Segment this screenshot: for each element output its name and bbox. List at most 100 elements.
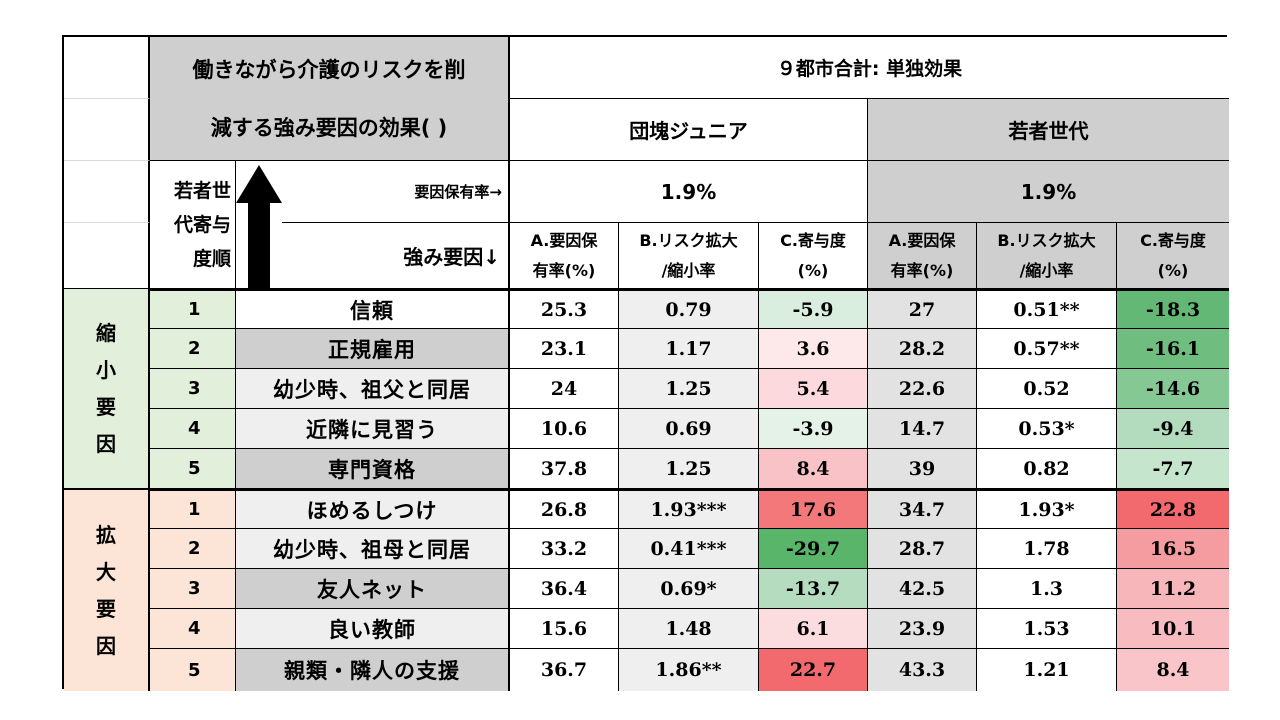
col-header-c-dankai: C.寄与度 (%) [759,223,868,289]
c-value-dankai: -13.7 [759,569,868,609]
results-table: 働きながら介護のリスクを削 減する強み要因の効果( ) ９都市合計: 単独効果 … [62,35,1229,691]
b-value-dankai: 1.25 [619,449,759,489]
group-label-expand: 拡 大 要 因 [64,489,150,691]
group-label-char: 大 [96,559,116,584]
title-line-2: 減する強み要因の効果( ) [210,115,448,140]
col-header-text: /縮小率 [1019,260,1074,280]
a-value-dankai: 25.3 [510,289,619,329]
col-header-text: C.寄与度 [1140,230,1206,250]
a-value-dankai: 26.8 [510,489,619,529]
c-value-dankai: -3.9 [759,409,868,449]
factor-cell: 正規雇用 [236,329,510,369]
arrow-cell: 要因保有率→ 強み要因↓ [236,161,510,289]
a-value-wakamono: 23.9 [868,609,977,649]
rate-wakamono: 1.9% [868,161,1229,223]
corner-cell [64,223,150,289]
b-value-dankai: 0.41*** [619,529,759,569]
b-value-wakamono: 1.3 [977,569,1117,609]
b-value-dankai: 1.25 [619,369,759,409]
a-value-dankai: 15.6 [510,609,619,649]
b-value-dankai: 1.17 [619,329,759,369]
rank-cell: 5 [150,649,236,691]
b-value-dankai: 0.69* [619,569,759,609]
b-value-wakamono: 0.82 [977,449,1117,489]
c-value-wakamono: -14.6 [1117,369,1229,409]
b-value-wakamono: 0.53* [977,409,1117,449]
c-value-wakamono: 8.4 [1117,649,1229,691]
a-value-wakamono: 14.7 [868,409,977,449]
factor-cell: 親類・隣人の支援 [236,649,510,691]
col-header-text: A.要因保 [530,230,598,250]
b-value-dankai: 1.48 [619,609,759,649]
c-value-dankai: -5.9 [759,289,868,329]
col-header-a-wakamono: A.要因保 有率(%) [868,223,977,289]
c-value-wakamono: 16.5 [1117,529,1229,569]
group-label-reduce: 縮 小 要 因 [64,289,150,489]
a-value-dankai: 36.4 [510,569,619,609]
rank-header: 若者世 代寄与 度順 [150,161,236,289]
group-label-char: 要 [96,596,116,621]
group-header-wakamono: 若者世代 [868,99,1229,161]
corner-cell [64,99,150,161]
a-value-wakamono: 43.3 [868,649,977,691]
c-value-wakamono: 10.1 [1117,609,1229,649]
group-label-char: 因 [96,633,116,658]
c-value-dankai: 8.4 [759,449,868,489]
factor-cell: 良い教師 [236,609,510,649]
rank-cell: 2 [150,529,236,569]
group-label-char: 拡 [96,522,116,547]
rank-cell: 3 [150,369,236,409]
up-arrow-shaft [248,201,270,288]
a-value-wakamono: 22.6 [868,369,977,409]
group-label-char: 縮 [96,320,116,345]
b-value-wakamono: 0.57** [977,329,1117,369]
factor-cell: 近隣に見習う [236,409,510,449]
col-header-text: (%) [797,260,829,280]
a-value-dankai: 37.8 [510,449,619,489]
rate-dankai: 1.9% [510,161,868,223]
rank-cell: 4 [150,609,236,649]
col-header-text: (%) [1157,260,1189,280]
rank-header-line: 度順 [192,247,231,270]
rank-cell: 3 [150,569,236,609]
b-value-wakamono: 0.52 [977,369,1117,409]
col-header-text: B.リスク拡大 [997,230,1096,250]
a-value-wakamono: 27 [868,289,977,329]
a-value-wakamono: 34.7 [868,489,977,529]
b-value-dankai: 0.69 [619,409,759,449]
corner-cell [64,161,150,223]
b-value-wakamono: 1.78 [977,529,1117,569]
c-value-wakamono: 22.8 [1117,489,1229,529]
c-value-dankai: 3.6 [759,329,868,369]
b-value-wakamono: 1.93* [977,489,1117,529]
col-header-b-wakamono: B.リスク拡大 /縮小率 [977,223,1117,289]
b-value-dankai: 1.86** [619,649,759,691]
rank-cell: 4 [150,409,236,449]
rank-header-line: 代寄与 [173,213,231,236]
col-header-text: B.リスク拡大 [639,230,738,250]
col-header-c-wakamono: C.寄与度 (%) [1117,223,1229,289]
factor-cell: 幼少時、祖母と同居 [236,529,510,569]
rate-label: 要因保有率→ [414,183,502,201]
c-value-wakamono: 11.2 [1117,569,1229,609]
c-value-dankai: -29.7 [759,529,868,569]
factor-cell: 信頼 [236,289,510,329]
c-value-wakamono: -7.7 [1117,449,1229,489]
factor-cell: 友人ネット [236,569,510,609]
a-value-dankai: 23.1 [510,329,619,369]
factor-cell: 幼少時、祖父と同居 [236,369,510,409]
col-header-a-dankai: A.要因保 有率(%) [510,223,619,289]
factor-cell: ほめるしつけ [236,489,510,529]
c-value-dankai: 17.6 [759,489,868,529]
group-label-char: 因 [96,431,116,456]
rank-header-line: 若者世 [173,179,231,202]
a-value-dankai: 33.2 [510,529,619,569]
col-header-b-dankai: B.リスク拡大 /縮小率 [619,223,759,289]
a-value-wakamono: 42.5 [868,569,977,609]
c-value-wakamono: -9.4 [1117,409,1229,449]
a-value-dankai: 36.7 [510,649,619,691]
col-header-text: 有率(%) [532,260,596,280]
corner-cell [64,37,150,99]
group-header-dankai: 団塊ジュニア [510,99,868,161]
col-header-text: A.要因保 [888,230,956,250]
